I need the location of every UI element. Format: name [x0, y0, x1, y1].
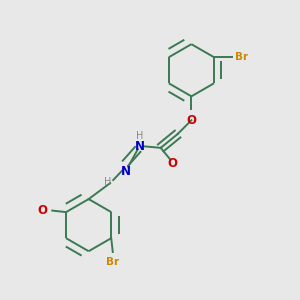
Text: O: O [186, 113, 197, 127]
Text: Br: Br [106, 256, 119, 267]
Text: H: H [136, 131, 144, 141]
Text: O: O [38, 204, 48, 217]
Text: N: N [135, 140, 145, 153]
Text: Br: Br [236, 52, 249, 62]
Text: O: O [167, 157, 177, 170]
Text: N: N [121, 165, 130, 178]
Text: H: H [104, 177, 111, 187]
